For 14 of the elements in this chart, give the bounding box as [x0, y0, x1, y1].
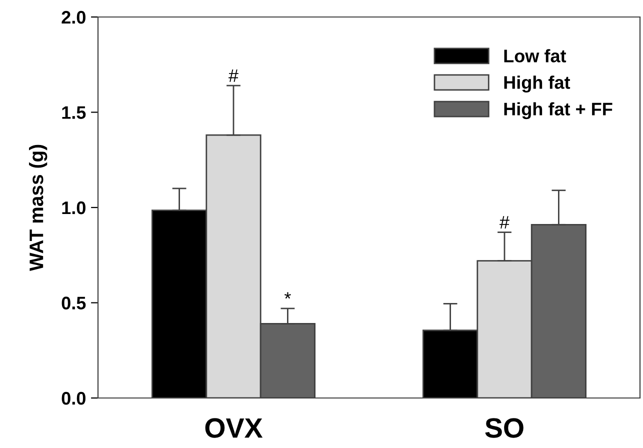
legend-label: Low fat — [504, 49, 566, 62]
x-tick-label: SO — [485, 418, 524, 438]
legend-label: High fat — [504, 76, 570, 93]
annotation: # — [500, 216, 510, 229]
y-tick-label: 0.0 — [62, 392, 86, 405]
y-tick-label: 1.5 — [62, 106, 86, 119]
x-tick-label: OVX — [205, 418, 263, 438]
y-axis-title: WAT mass (g) — [28, 144, 48, 272]
annotation: * — [284, 292, 291, 299]
y-tick-label: 2.0 — [62, 10, 86, 24]
legend-label: High fat + FF — [504, 102, 612, 120]
y-tick-label: 0.5 — [62, 296, 86, 310]
annotation: # — [228, 69, 238, 82]
y-tick-label: 1.0 — [62, 201, 86, 214]
